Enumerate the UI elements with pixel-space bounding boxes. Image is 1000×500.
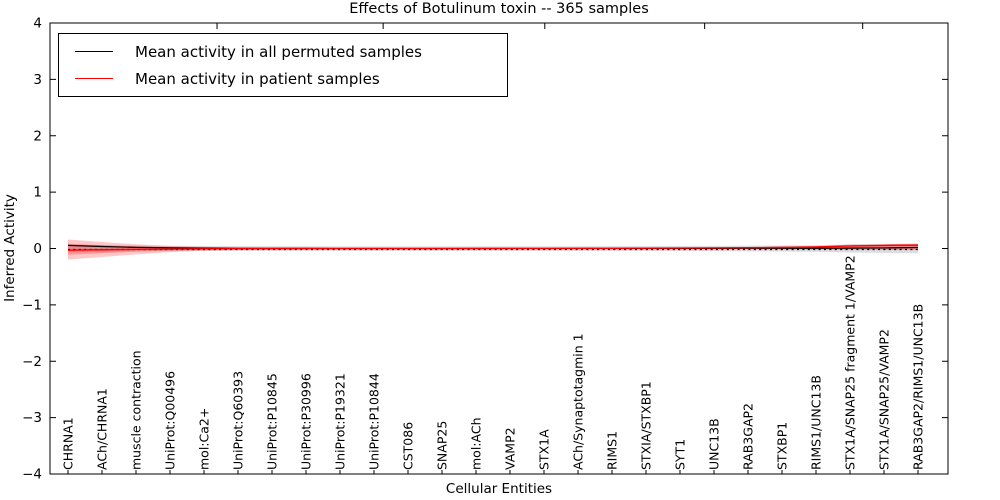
y-tick-label: −4 <box>22 467 42 483</box>
x-category-label: RAB3GAP2/RIMS1/UNC13B <box>911 304 926 470</box>
x-category-label: STX1A <box>537 429 552 470</box>
legend-entry-permuted: Mean activity in all permuted samples <box>75 43 507 61</box>
y-tick-label: 2 <box>33 128 42 144</box>
x-category-label: SYT1 <box>673 439 688 470</box>
x-category-label: UniProt:P19321 <box>333 373 348 470</box>
x-category-label: UniProt:P10845 <box>265 373 280 470</box>
x-category-label: ACh/CHRNA1 <box>95 388 110 470</box>
y-tick-label: 3 <box>33 72 42 88</box>
legend-label-patient: Mean activity in patient samples <box>135 69 380 88</box>
legend-entry-patient: Mean activity in patient samples <box>75 70 507 88</box>
legend-label-permuted: Mean activity in all permuted samples <box>135 42 422 61</box>
x-category-label: CST086 <box>401 422 416 470</box>
legend-line-patient-icon <box>75 78 113 79</box>
x-category-label: STX1A/SNAP25 fragment 1/VAMP2 <box>843 255 858 470</box>
chart-title: Effects of Botulinum toxin -- 365 sample… <box>349 1 649 17</box>
x-category-label: mol:Ca2+ <box>197 408 212 470</box>
x-category-label: UniProt:P10844 <box>367 373 382 470</box>
y-tick-label: 0 <box>33 241 42 257</box>
x-category-label: UNC13B <box>707 418 722 470</box>
x-category-label: RIMS1/UNC13B <box>809 375 824 470</box>
x-category-label: STX1A/SNAP25/VAMP2 <box>877 329 892 470</box>
legend: Mean activity in all permuted samples Me… <box>58 33 508 97</box>
legend-line-permuted-icon <box>75 51 113 52</box>
y-tick-label: −1 <box>22 297 42 313</box>
x-category-label: RIMS1 <box>605 431 620 470</box>
x-category-label: UniProt:Q00496 <box>163 371 178 470</box>
y-tick-label: −3 <box>22 410 42 426</box>
band-patient-samples-spread-outer <box>68 239 918 260</box>
y-tick-label: 4 <box>33 16 42 32</box>
x-category-label: SNAP25 <box>435 421 450 470</box>
x-category-label: CHRNA1 <box>61 417 76 470</box>
x-category-label: UniProt:Q60393 <box>231 371 246 470</box>
x-category-label: STXIA/STXBP1 <box>639 381 654 470</box>
x-category-label: UniProt:P30996 <box>299 373 314 470</box>
x-category-label: VAMP2 <box>503 427 518 470</box>
x-axis-label: Cellular Entities <box>445 481 553 497</box>
series-line-patient <box>67 244 919 251</box>
x-category-label: STXBP1 <box>775 422 790 470</box>
x-category-label: mol:ACh <box>469 418 484 471</box>
y-tick-label: 1 <box>33 185 42 201</box>
x-category-label: ACh/Synaptotagmin 1 <box>571 333 586 470</box>
x-category-label: RAB3GAP2 <box>741 403 756 470</box>
y-tick-label: −2 <box>22 354 42 370</box>
x-category-label: muscle contraction <box>129 350 144 470</box>
